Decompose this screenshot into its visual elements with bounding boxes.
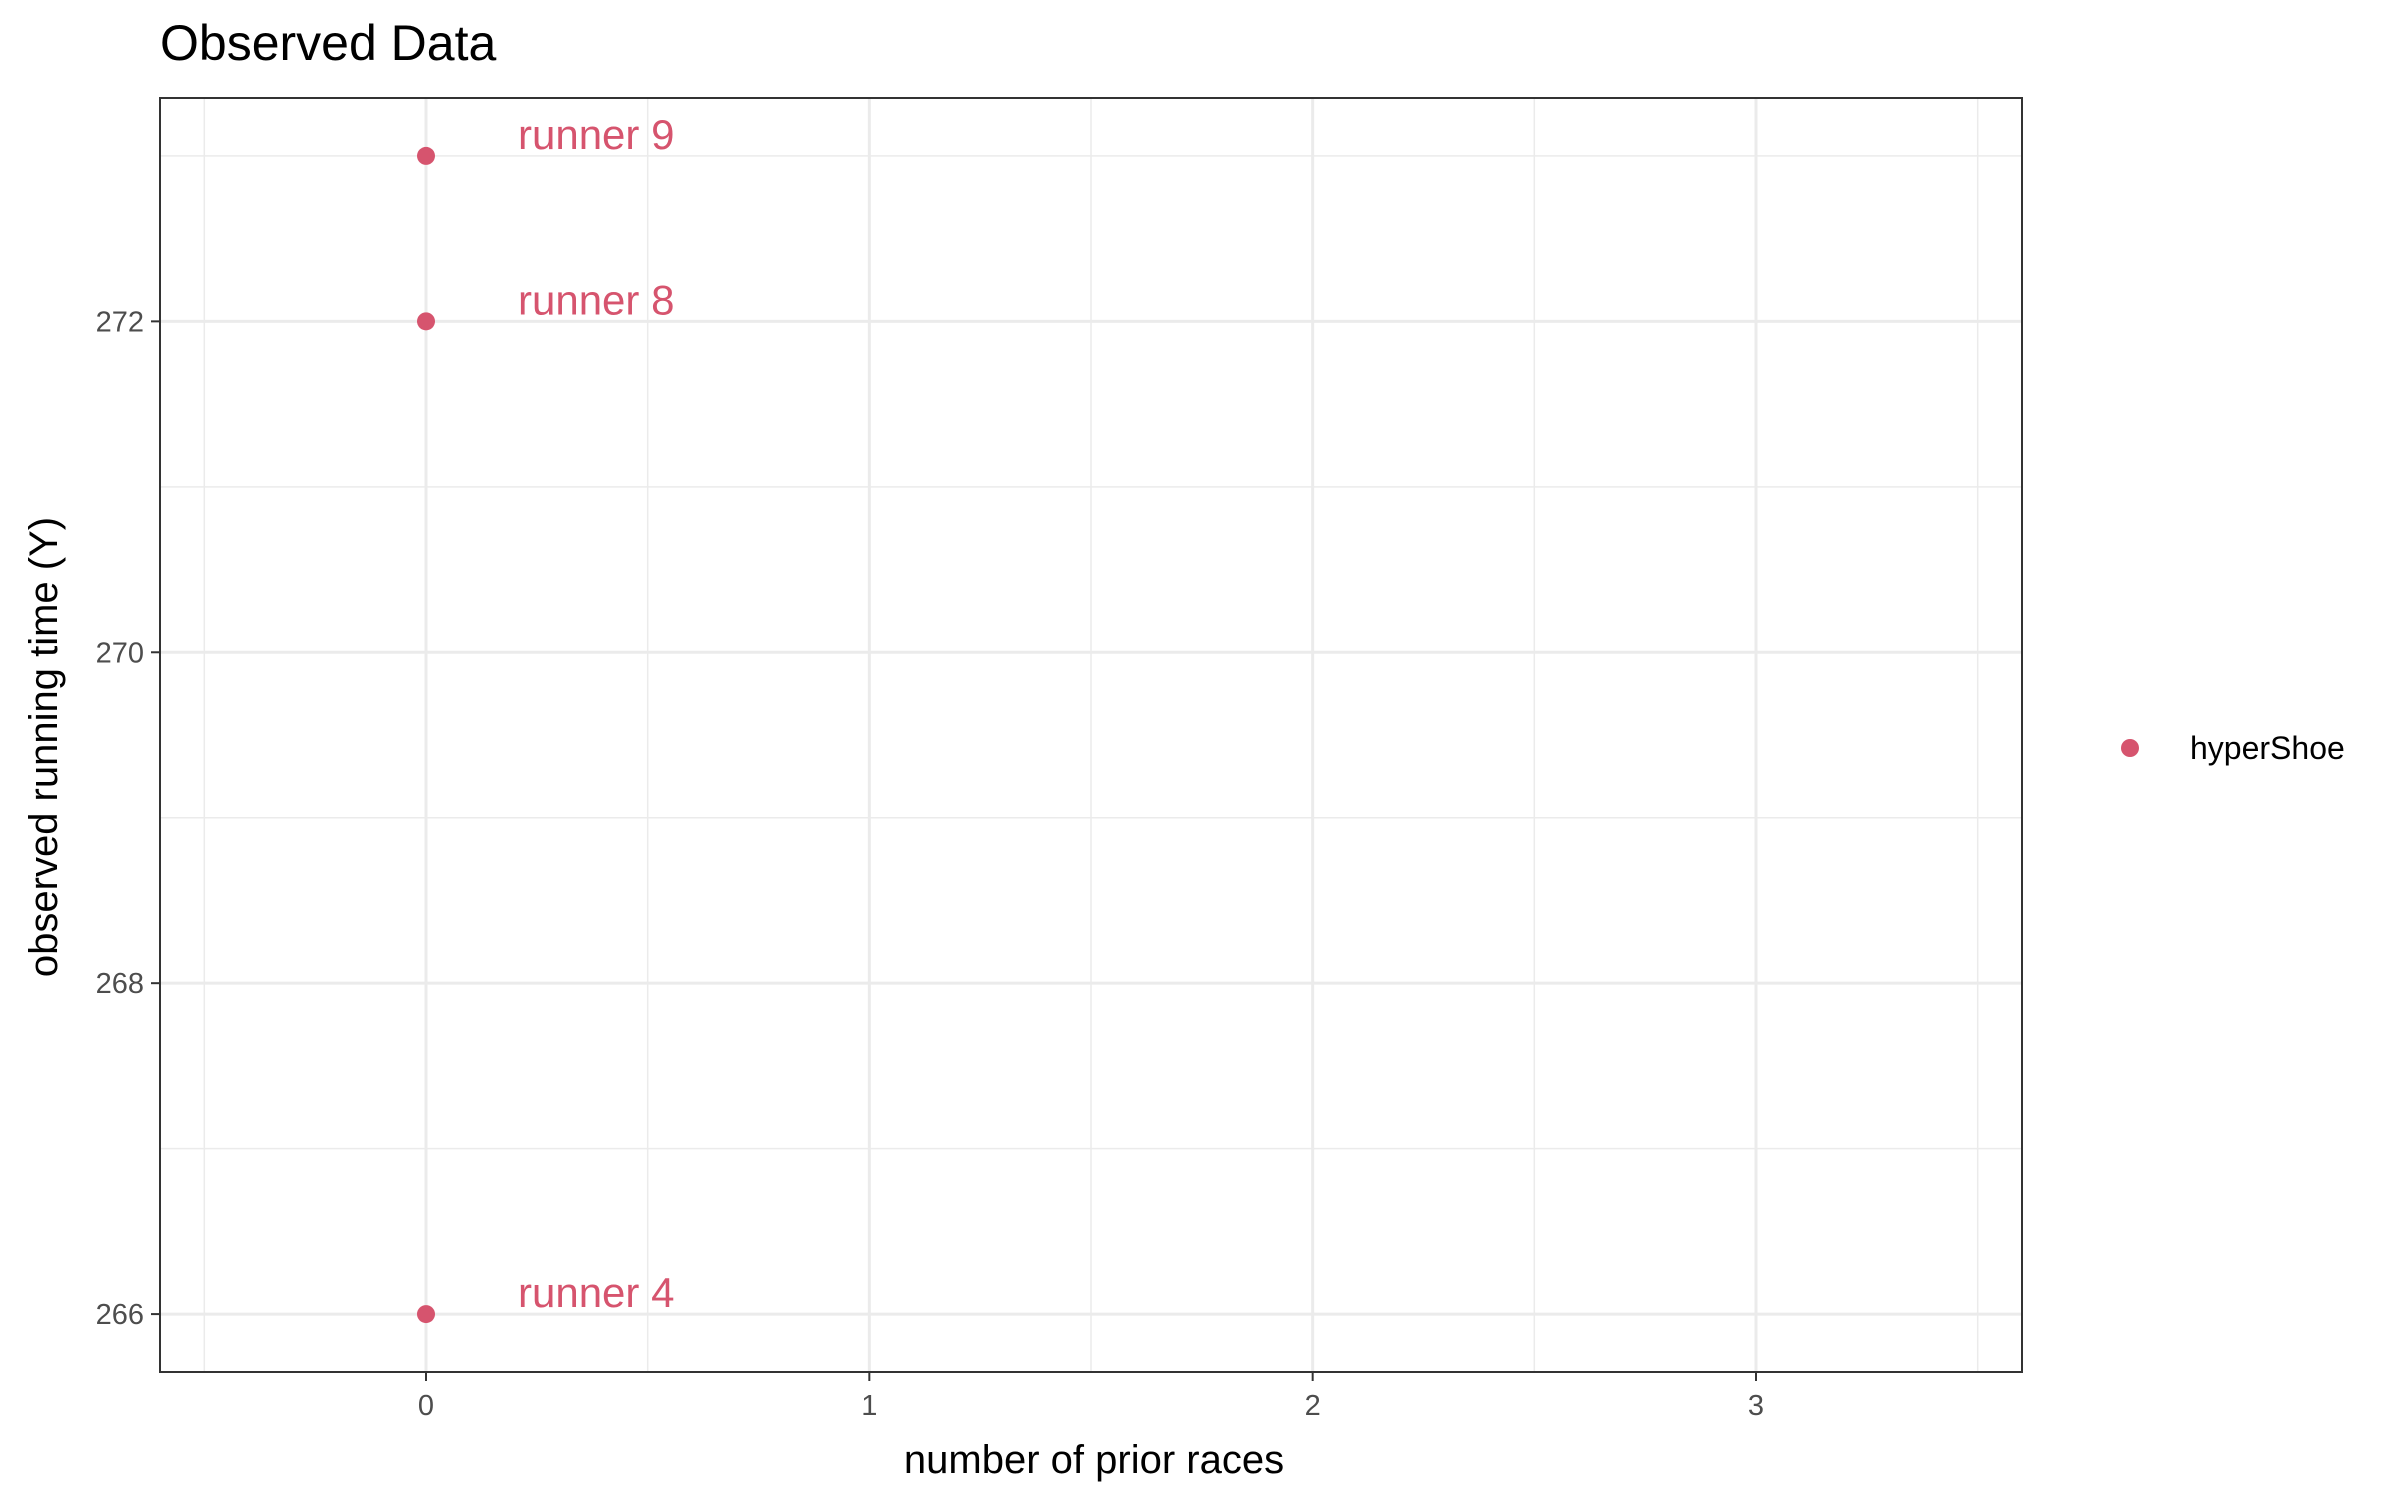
legend-label: hyperShoe bbox=[2190, 730, 2345, 766]
x-tick-label: 1 bbox=[861, 1390, 877, 1422]
axes: 0 1 2 3 266 268 270 272 bbox=[96, 306, 1764, 1422]
y-tick-label: 266 bbox=[96, 1299, 144, 1331]
chart-title: Observed Data bbox=[160, 15, 496, 71]
data-point bbox=[417, 312, 435, 331]
data-point bbox=[417, 146, 435, 165]
legend: hyperShoe bbox=[2121, 730, 2345, 766]
y-tick-label: 268 bbox=[96, 968, 144, 1000]
grid bbox=[160, 98, 2022, 1372]
data-points: runner 9 runner 8 runner 4 bbox=[417, 111, 674, 1324]
legend-key bbox=[2121, 739, 2139, 757]
y-axis-title: observed running time (Y) bbox=[22, 517, 66, 977]
data-point bbox=[417, 1305, 435, 1324]
point-label: runner 4 bbox=[518, 1269, 674, 1316]
x-tick-label: 0 bbox=[418, 1390, 434, 1422]
x-axis-title: number of prior races bbox=[904, 1438, 1284, 1482]
y-tick-label: 270 bbox=[96, 637, 144, 669]
point-label: runner 9 bbox=[518, 111, 674, 158]
y-tick-label: 272 bbox=[96, 306, 144, 338]
x-tick-label: 3 bbox=[1748, 1390, 1764, 1422]
x-tick-label: 2 bbox=[1305, 1390, 1321, 1422]
point-label: runner 8 bbox=[518, 276, 674, 323]
plot-panel bbox=[159, 97, 2023, 1373]
